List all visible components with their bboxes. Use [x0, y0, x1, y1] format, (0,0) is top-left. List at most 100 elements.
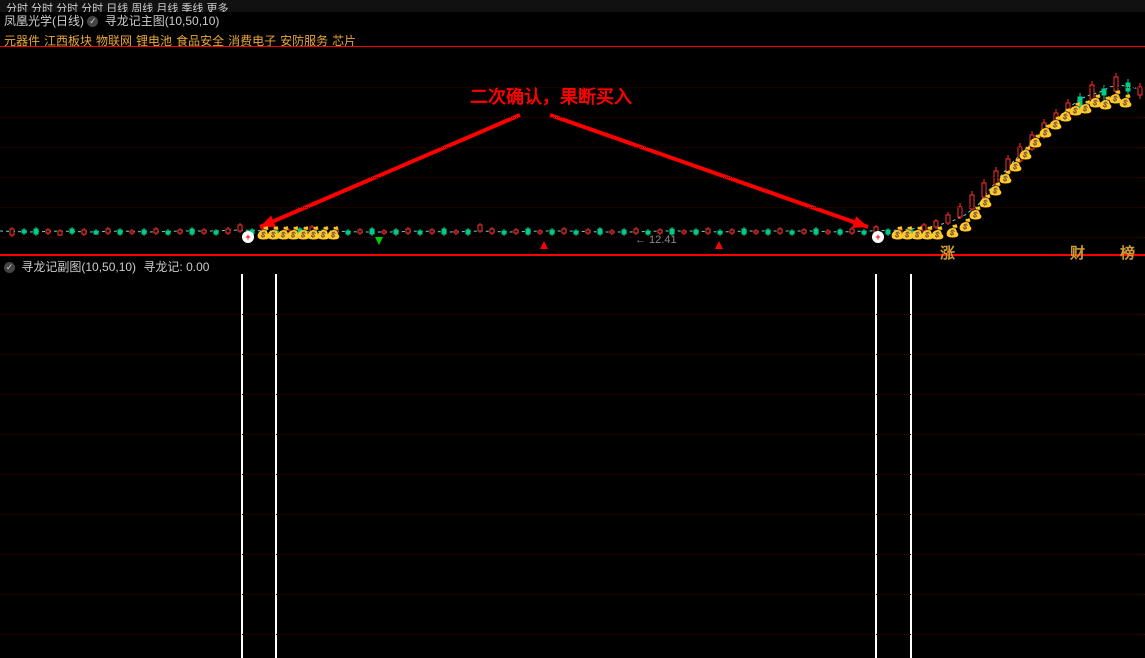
candle [466, 228, 470, 236]
candle [826, 229, 830, 235]
candle [178, 228, 182, 235]
indicator-toggle-icon[interactable]: ✓ [87, 16, 98, 27]
up-arrow-marker [540, 241, 548, 249]
sub-indicator-chart[interactable]: ✓ 寻龙记副图(10,50,10) 寻龙记: 0.00 [0, 256, 1145, 658]
chart-title-row: 凤凰光学(日线) ✓ 寻龙记主图(10,50,10) [4, 12, 219, 29]
indicator-bar [275, 274, 277, 658]
candle [118, 228, 122, 236]
grid-line [0, 117, 1145, 118]
candle [754, 229, 758, 235]
sub-indicator-value: 寻龙记: 0.00 [143, 260, 209, 274]
candle [130, 229, 134, 235]
moneybag-icon: 💰 [1008, 159, 1023, 171]
indicator-bar [241, 274, 243, 658]
candle [766, 228, 770, 236]
up-arrow-marker [715, 241, 723, 249]
top-menu-text: 分时 分时 分时 分时 日线 周线 月线 季线 更多 [6, 3, 228, 12]
candle [58, 229, 62, 236]
sub-indicator-toggle-icon[interactable]: ✓ [4, 262, 15, 273]
candle [778, 227, 782, 235]
grid-line [0, 354, 1145, 355]
candle [586, 228, 590, 235]
candle [346, 229, 350, 236]
candle [406, 227, 410, 235]
candle [190, 227, 194, 236]
candle [358, 228, 362, 235]
candle [718, 229, 722, 236]
moneybag-icon: 💰 [1018, 147, 1033, 159]
annotation-arrow-line [260, 115, 520, 227]
indicator-bar [875, 274, 877, 658]
candle [514, 228, 518, 235]
candle [814, 227, 818, 236]
moneybag-icon: 💰 [968, 207, 983, 219]
candle [526, 227, 530, 236]
candle [958, 203, 962, 219]
candle [862, 229, 866, 236]
candle [742, 227, 746, 236]
candle [598, 227, 602, 236]
grid-line [0, 314, 1145, 315]
grid-line [0, 147, 1145, 148]
candle [442, 227, 446, 236]
candle [10, 227, 14, 237]
main-chart-svg [0, 47, 1145, 257]
candle [430, 228, 434, 235]
candle [706, 227, 710, 235]
moneybag-icon: 💰 [326, 227, 341, 239]
moneybag-icon: 💰 [988, 183, 1003, 195]
candle [94, 229, 98, 235]
candle [538, 229, 542, 235]
candle [238, 223, 242, 233]
candle [154, 227, 158, 235]
candle [682, 229, 686, 235]
down-arrow-marker [375, 237, 383, 245]
candle [82, 228, 86, 236]
moneybag-icon: 💰 [978, 195, 993, 207]
candle [802, 228, 806, 235]
candle [214, 229, 218, 236]
grid-line [0, 514, 1145, 515]
buy-signal-marker: + [242, 231, 254, 243]
candle [22, 228, 26, 235]
moneybag-icon: 💰 [930, 227, 945, 239]
moneybag-icon: 💰 [998, 171, 1013, 183]
candle [562, 227, 566, 235]
sub-chart-bars [0, 274, 1145, 658]
sub-chart-title: ✓ 寻龙记副图(10,50,10) 寻龙记: 0.00 [4, 258, 209, 275]
candle [226, 227, 230, 235]
candle [370, 227, 374, 236]
candle [790, 229, 794, 236]
candle [46, 228, 50, 235]
candle [202, 228, 206, 235]
candle [142, 228, 146, 236]
candle [622, 228, 626, 236]
candle [550, 228, 554, 236]
grid-line [0, 394, 1145, 395]
grid-line [0, 594, 1145, 595]
grid-line [0, 237, 1145, 238]
candle [694, 228, 698, 236]
candle [454, 229, 458, 235]
sub-indicator-name: 寻龙记副图(10,50,10) [21, 260, 136, 274]
annotation-arrow-line [550, 115, 868, 227]
indicator-bar [910, 274, 912, 658]
grid-line [0, 474, 1145, 475]
price-label: ← 12.41 [635, 234, 677, 246]
candle [574, 229, 578, 236]
candle [490, 227, 494, 235]
candle [34, 227, 38, 236]
candle [502, 229, 506, 236]
candle [1138, 83, 1142, 99]
candle [838, 228, 842, 236]
candle [850, 227, 854, 235]
indicator-name: 寻龙记主图(10,50,10) [105, 14, 220, 28]
main-kline-chart[interactable]: 二次确认，果断买入 💰💰💰💰💰💰💰💰💰💰💰💰💰💰💰💰💰💰💰💰💰💰💰💰💰💰💰💰💰💰… [0, 46, 1145, 256]
stock-name: 凤凰光学(日线) [4, 14, 84, 28]
candle [70, 227, 74, 235]
candle [418, 229, 422, 236]
grid-line [0, 177, 1145, 178]
moneybag-icon: 💰 [958, 219, 973, 231]
grid-line [0, 634, 1145, 635]
grid-line [0, 434, 1145, 435]
